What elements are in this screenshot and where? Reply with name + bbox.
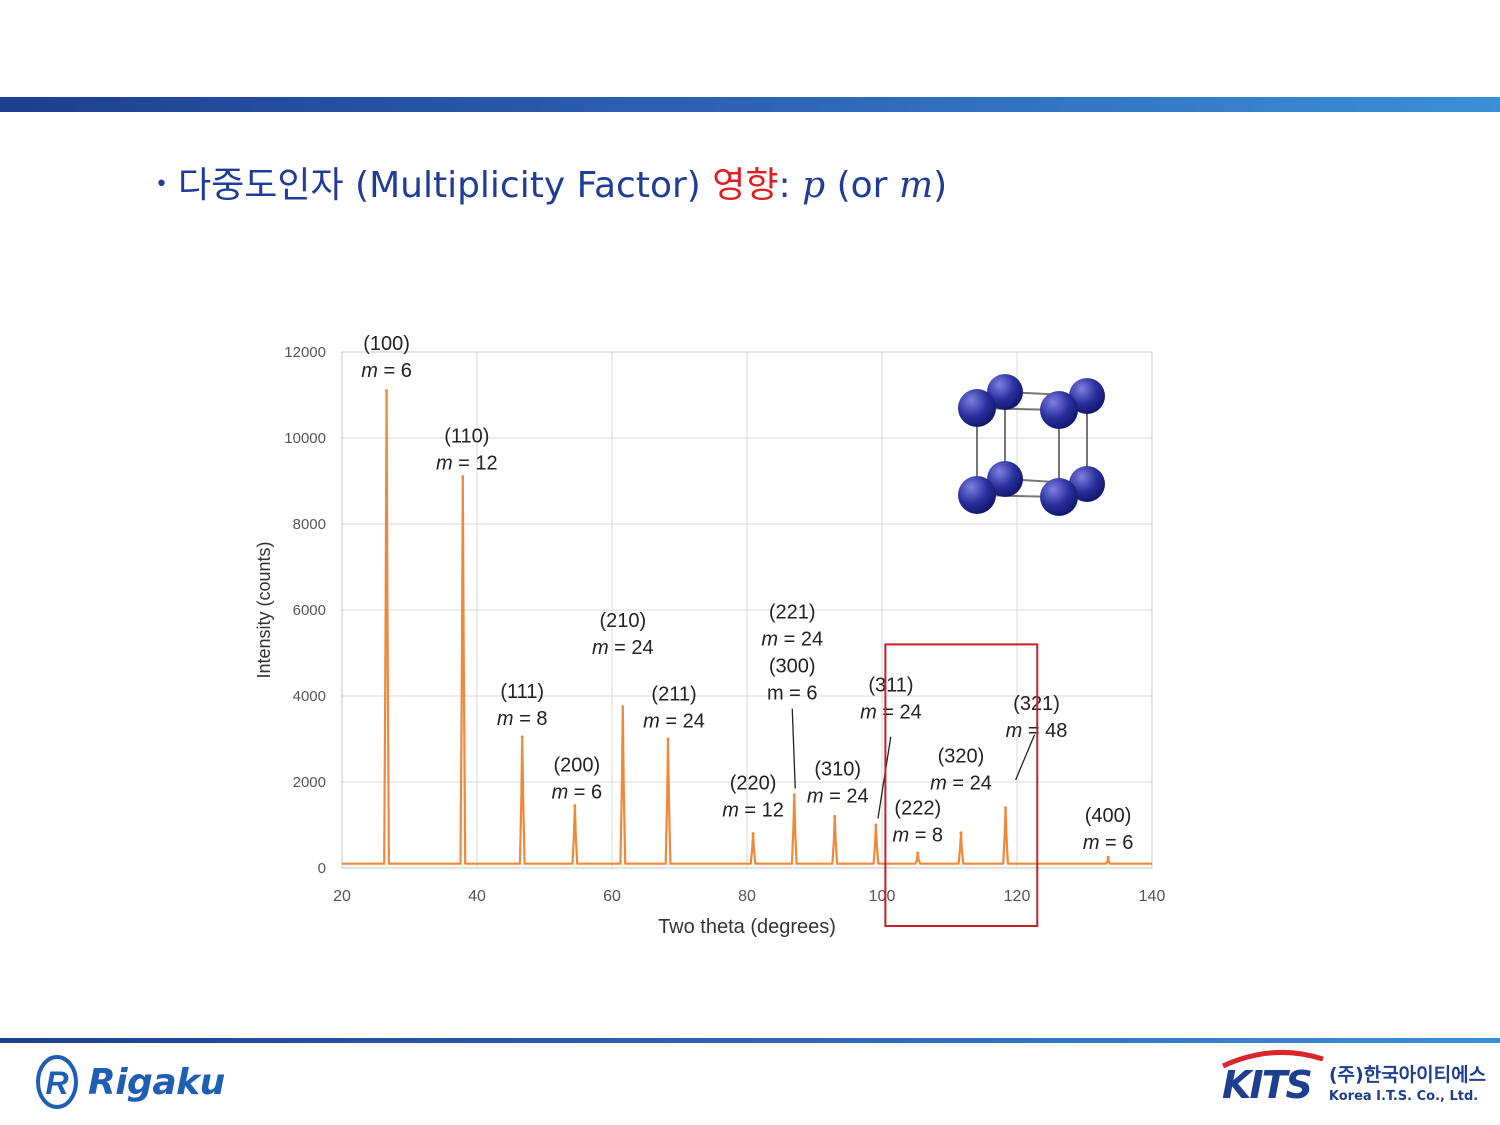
footer-stripe [0, 1038, 1500, 1043]
peak-hkl-label: (311) [868, 675, 913, 697]
x-tick-label: 120 [1004, 888, 1031, 905]
peak-hkl-label: (310) [814, 759, 861, 781]
highlight-box [884, 643, 1039, 927]
x-tick-label: 40 [468, 888, 486, 905]
math-p: p [802, 165, 826, 206]
peak-multiplicity-label: m = 24 [592, 637, 654, 659]
atom-sphere [1040, 478, 1078, 516]
peak-hkl-label-300: (300) [769, 656, 816, 678]
close-paren: ) [933, 165, 948, 206]
peak-hkl-label: (221) [769, 602, 816, 624]
y-tick-label: 4000 [293, 688, 326, 705]
peak-point [751, 832, 755, 836]
slide-title: • 다중도인자 (Multiplicity Factor) 영향: p (or m… [155, 156, 947, 208]
rigaku-wordmark: Rigaku [88, 1061, 225, 1103]
math-m: m [898, 165, 934, 206]
peak-hkl-label: (110) [444, 425, 489, 447]
kits-english-name: Korea I.T.S. Co., Ltd. [1328, 1089, 1479, 1105]
peak-hkl-label: (400) [1085, 805, 1132, 827]
peak-multiplicity-label: m = 6 [361, 360, 412, 382]
atom-sphere [987, 374, 1023, 410]
peak-multiplicity-label: m = 6 [1083, 832, 1134, 854]
peak-point [959, 831, 963, 835]
header-stripe [0, 97, 1500, 112]
peak-point [1004, 806, 1008, 810]
xrd-pattern-chart: 0 2000 4000 6000 8000 10000 12000 20 40 60 80 100 12… [254, 333, 1166, 938]
peak-point [916, 851, 920, 855]
rigaku-mark-letter: R [45, 1065, 68, 1101]
atom-sphere [987, 461, 1023, 497]
peak-point [621, 705, 625, 709]
peak-point [792, 793, 796, 797]
peak-point [1106, 855, 1110, 859]
xrd-chart-panel: 0 2000 4000 6000 8000 10000 12000 20 40 60 80 100 12… [242, 303, 1182, 958]
peak-point [520, 735, 524, 739]
peak-hkl-label: (210) [599, 610, 646, 632]
peak-multiplicity-label: m = 24 [643, 710, 705, 732]
title-korean: 다중도인자 (Multiplicity Factor) [177, 165, 701, 206]
x-tick-label: 20 [333, 888, 351, 905]
y-tick-label: 2000 [293, 774, 326, 791]
y-tick-label: 10000 [284, 430, 326, 447]
peak-multiplicity-label: m = 24 [860, 702, 922, 724]
x-axis-title: Two theta (degrees) [658, 916, 836, 938]
y-tick-label: 8000 [293, 516, 326, 533]
leader-line-221 [791, 708, 796, 789]
peak-multiplicity-label: m = 24 [761, 629, 823, 651]
peak-point [874, 823, 878, 827]
plot-frame [341, 351, 1153, 869]
peak-multiplicity-label: m = 12 [436, 452, 498, 474]
peak-hkl-label: (100) [363, 333, 410, 355]
peak-multiplicity-label: m = 24 [807, 786, 869, 808]
title-colon: : [778, 165, 791, 206]
leader-line-311 [877, 736, 892, 819]
peak-point [833, 814, 837, 818]
peak-point [385, 389, 389, 393]
peak-hkl-label: (320) [938, 746, 985, 768]
leader-line-321 [1015, 734, 1036, 781]
atom-sphere [958, 476, 996, 514]
peak-multiplicity-label: m = 6 [552, 781, 603, 803]
kits-company-name: (주)한국아이티에스 Korea I.T.S. Co., Ltd. [1328, 1064, 1487, 1105]
peak-multiplicity-label-300: m = 6 [767, 683, 818, 705]
x-tick-label: 100 [869, 888, 896, 905]
peak-multiplicity-label: m = 24 [930, 773, 992, 795]
kits-mark: KITS [1221, 1050, 1324, 1107]
peak-multiplicity-label: m = 8 [892, 824, 943, 846]
peak-point [573, 804, 577, 808]
y-tick-label: 12000 [284, 344, 326, 361]
x-tick-label: 80 [738, 888, 756, 905]
kits-korean-name: (주)한국아이티에스 [1328, 1064, 1487, 1087]
x-tick-label: 60 [603, 888, 621, 905]
peak-hkl-label: (111) [500, 681, 544, 703]
atom-sphere [1040, 391, 1078, 429]
x-tick-label: 140 [1139, 888, 1166, 905]
rigaku-mark-icon: R [36, 1055, 78, 1109]
kits-wordmark: KITS [1222, 1063, 1313, 1107]
unit-cell-inset [958, 374, 1105, 516]
bullet-point: • [155, 172, 168, 197]
peak-hkl-label: (222) [894, 797, 941, 819]
title-accent: 영향 [712, 165, 779, 206]
peak-multiplicity-label: m = 8 [497, 708, 548, 730]
peak-point [666, 737, 670, 741]
or-text: (or [825, 165, 899, 206]
kits-logo: KITS (주)한국아이티에스 Korea I.T.S. Co., Ltd. [1221, 1050, 1487, 1115]
peak-multiplicity-label: m = 12 [722, 799, 784, 821]
xrd-pattern-line [342, 389, 1152, 865]
kits-swoosh-icon [1221, 1050, 1324, 1069]
rigaku-logo: R Rigaku [34, 1052, 225, 1112]
atom-sphere [1069, 466, 1105, 502]
atom-sphere [958, 389, 996, 427]
peak-hkl-label: (200) [554, 754, 601, 776]
peak-hkl-label: (220) [730, 772, 777, 794]
peak-point [461, 475, 465, 479]
y-tick-label: 0 [318, 860, 326, 877]
y-tick-label: 6000 [293, 602, 326, 619]
y-axis-title: Intensity (counts) [254, 541, 274, 678]
atom-sphere [1069, 378, 1105, 414]
peak-hkl-label: (211) [651, 683, 696, 705]
